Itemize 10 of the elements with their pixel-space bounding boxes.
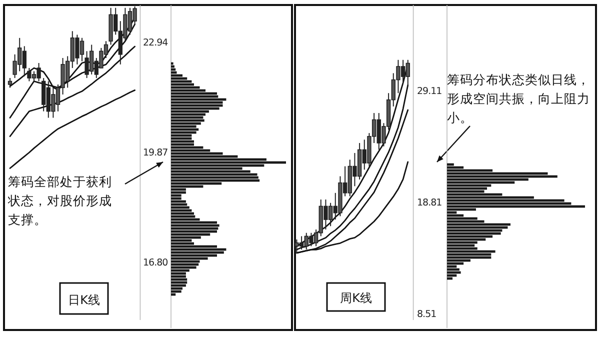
text: 筹码分布状态类似日线，形成空间共振，向上阻力小。 — [447, 72, 590, 125]
y-tick-label: 16.80 — [143, 257, 168, 268]
y-tick-label: 19.87 — [143, 147, 168, 158]
y-tick-label: 8.51 — [417, 309, 437, 320]
y-tick-label: 29.11 — [417, 86, 442, 98]
annotation: 日K线 — [68, 293, 100, 307]
y-tick-label: 18.81 — [417, 198, 442, 209]
annotation: 周K线 — [340, 291, 372, 305]
y-tick-label: 22.94 — [143, 38, 168, 49]
annotation: 筹码全部处于获利状态，对股价形成支撑。 — [7, 174, 112, 227]
